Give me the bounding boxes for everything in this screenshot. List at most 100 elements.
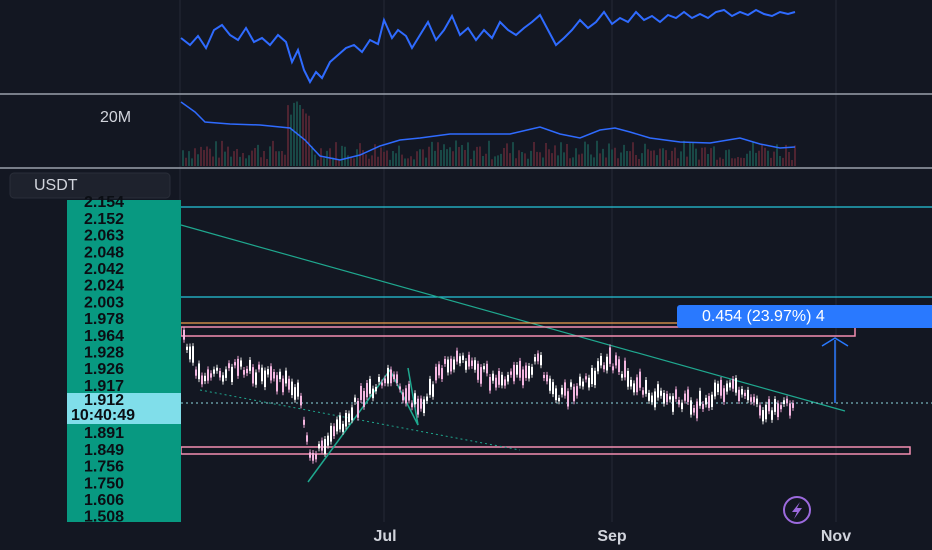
candle-body bbox=[216, 367, 218, 371]
candle-body bbox=[660, 390, 662, 396]
candle-body bbox=[711, 394, 713, 407]
price-axis bbox=[67, 200, 181, 522]
candle-body bbox=[189, 346, 191, 360]
candle-body bbox=[519, 360, 521, 378]
candle-body bbox=[201, 375, 203, 385]
candle-body bbox=[408, 383, 410, 401]
candle-body bbox=[207, 369, 209, 381]
candle-body bbox=[540, 355, 542, 366]
candle-body bbox=[471, 360, 473, 366]
candle-body bbox=[183, 329, 185, 340]
candle-body bbox=[774, 399, 776, 412]
candle-body bbox=[267, 369, 269, 375]
candle-body bbox=[510, 371, 512, 375]
candle-body bbox=[744, 392, 746, 397]
candle-body bbox=[288, 378, 290, 390]
candle-body bbox=[489, 377, 491, 391]
candle-body bbox=[249, 359, 251, 371]
candle-body bbox=[735, 378, 737, 393]
candle-body bbox=[339, 415, 341, 430]
candle-body bbox=[792, 403, 794, 408]
candle-body bbox=[402, 392, 404, 401]
candle-body bbox=[456, 350, 458, 362]
candle-body bbox=[261, 367, 263, 382]
candle-body bbox=[513, 364, 515, 382]
candle-body bbox=[306, 435, 308, 442]
indicator-line bbox=[180, 8, 796, 85]
candle-body bbox=[570, 382, 572, 387]
candle-body bbox=[630, 379, 632, 387]
candle-body bbox=[351, 407, 353, 421]
trend-line bbox=[180, 224, 846, 412]
candle-body bbox=[447, 359, 449, 373]
candle-body bbox=[768, 399, 770, 412]
candle-body bbox=[498, 371, 500, 385]
price-label: 1.508 bbox=[84, 509, 124, 526]
candle-body bbox=[786, 398, 788, 404]
candle-body bbox=[531, 366, 533, 375]
candle-body bbox=[651, 395, 653, 403]
candle-body bbox=[405, 388, 407, 404]
candle-body bbox=[705, 397, 707, 405]
candle-body bbox=[342, 423, 344, 432]
candle-body bbox=[246, 368, 248, 374]
price-label: 1.978 bbox=[84, 311, 124, 328]
candle-body bbox=[699, 390, 701, 406]
price-label: 2.042 bbox=[84, 261, 124, 278]
candle-body bbox=[573, 386, 575, 402]
candle-body bbox=[210, 373, 212, 378]
candle-body bbox=[192, 346, 194, 363]
candle-body bbox=[291, 381, 293, 396]
candle-body bbox=[588, 377, 590, 388]
candle-body bbox=[309, 452, 311, 458]
candle-body bbox=[561, 387, 563, 395]
measure-box bbox=[677, 305, 932, 328]
countdown: 10:40:49 bbox=[71, 407, 135, 424]
candle-body bbox=[633, 383, 635, 393]
candle-body bbox=[321, 440, 323, 451]
trend-line bbox=[199, 389, 521, 451]
candle-body bbox=[228, 363, 230, 369]
price-label: 2.152 bbox=[84, 211, 124, 228]
candle-body bbox=[336, 419, 338, 432]
candle-body bbox=[684, 393, 686, 401]
price-label: 1.928 bbox=[84, 345, 124, 362]
candle-body bbox=[366, 383, 368, 398]
candle-body bbox=[330, 425, 332, 442]
candle-body bbox=[747, 389, 749, 401]
candle-body bbox=[465, 361, 467, 370]
candle-body bbox=[534, 357, 536, 362]
candle-body bbox=[432, 384, 434, 397]
candle-body bbox=[555, 388, 557, 401]
candle-body bbox=[225, 369, 227, 378]
candle-body bbox=[438, 364, 440, 376]
candle-body bbox=[624, 360, 626, 378]
candle-body bbox=[231, 366, 233, 383]
candle-body bbox=[315, 453, 317, 460]
candle-body bbox=[312, 452, 314, 461]
current-price-box bbox=[67, 393, 181, 424]
candle-body bbox=[582, 381, 584, 387]
volume-label: 20M bbox=[100, 109, 131, 126]
candle-body bbox=[681, 402, 683, 410]
flash-glyph bbox=[792, 502, 802, 519]
candle-body bbox=[357, 400, 359, 418]
currency-button-label: USDT bbox=[34, 177, 78, 194]
candle-body bbox=[303, 419, 305, 425]
candle-body bbox=[750, 397, 752, 402]
candle-body bbox=[300, 395, 302, 406]
candle-body bbox=[609, 347, 611, 364]
candle-body bbox=[258, 364, 260, 370]
candle-body bbox=[615, 355, 617, 366]
candle-body bbox=[345, 412, 347, 427]
candle-body bbox=[777, 403, 779, 418]
candle-body bbox=[666, 393, 668, 402]
candle-body bbox=[690, 400, 692, 415]
candle-body bbox=[780, 405, 782, 410]
candle-body bbox=[237, 358, 239, 376]
candle-body bbox=[318, 444, 320, 449]
currency-button[interactable] bbox=[9, 172, 171, 199]
candle-body bbox=[537, 353, 539, 362]
flash-icon[interactable] bbox=[783, 496, 811, 524]
candle-body bbox=[546, 374, 548, 382]
